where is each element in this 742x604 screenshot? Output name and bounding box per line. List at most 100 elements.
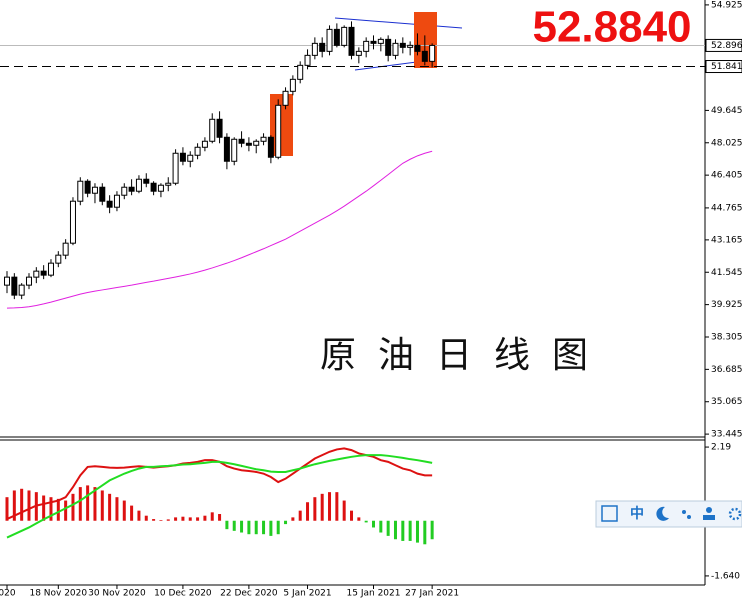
candle-body	[84, 180, 91, 194]
histogram-bar	[306, 502, 310, 521]
toolbar: 中	[595, 500, 742, 528]
histogram-bar	[284, 520, 288, 525]
candle-body	[238, 138, 245, 144]
candle-body	[333, 28, 340, 46]
candle-body	[33, 270, 40, 278]
histogram-bar	[335, 492, 339, 521]
histogram-bar	[350, 510, 354, 521]
histogram-bar	[5, 497, 9, 521]
candle-body	[311, 42, 318, 56]
x-tick-label: 10 Dec 2020	[154, 589, 212, 599]
candle-body	[275, 104, 282, 158]
candle-body	[370, 40, 377, 44]
candle-body	[150, 182, 157, 192]
candle-body	[355, 50, 362, 56]
histogram-bar	[20, 488, 24, 521]
histogram-bar	[320, 493, 324, 521]
histogram-bar	[357, 517, 361, 521]
price-marker: 51.841	[711, 62, 742, 72]
x-tick-label: 30 Nov 2020	[88, 589, 146, 599]
histogram-bar	[415, 520, 419, 543]
histogram-bar	[130, 505, 134, 521]
candle-body	[421, 50, 428, 62]
histogram-bar	[386, 520, 390, 536]
candle-body	[179, 152, 186, 162]
y-tick-label: 2.19	[711, 443, 731, 453]
histogram-bar	[408, 520, 412, 541]
histogram-bar	[276, 520, 280, 535]
candle-body	[11, 276, 18, 296]
x-tick-label: 18 Nov 2020	[29, 589, 87, 599]
histogram-bar	[240, 520, 244, 533]
histogram-bar	[137, 510, 141, 521]
histogram-bar	[262, 520, 266, 535]
candle-body	[40, 270, 47, 276]
histogram-bar	[372, 520, 375, 528]
histogram-bar	[166, 519, 170, 521]
candle-body	[363, 40, 370, 52]
toolbar-icon[interactable]	[601, 505, 618, 522]
y-tick-label: 54.925	[711, 0, 742, 10]
y-tick-label: 33.445	[711, 430, 742, 440]
candle-body	[267, 136, 274, 158]
x-tick-label: 27 Jan 2021	[405, 589, 459, 599]
histogram-bar	[298, 510, 302, 521]
histogram-bar	[269, 520, 273, 536]
histogram-bar	[342, 500, 346, 521]
candle-body	[187, 154, 194, 162]
candle-body	[157, 184, 164, 192]
candle-body	[143, 178, 150, 184]
candle-body	[319, 42, 326, 52]
candle-body	[128, 186, 135, 192]
candle-body	[209, 118, 216, 142]
histogram-bar	[71, 493, 75, 521]
candle-body	[392, 42, 399, 56]
candle-body	[201, 140, 208, 148]
toolbar-icon[interactable]	[687, 515, 691, 519]
histogram-bar	[203, 515, 207, 521]
toolbar-icon[interactable]	[682, 510, 686, 514]
y-tick-label: 38.305	[711, 332, 742, 342]
candle-body	[194, 146, 201, 156]
candle-body	[297, 64, 304, 80]
price-marker-bg	[705, 38, 742, 52]
histogram-bar	[430, 520, 434, 540]
histogram-bar	[12, 490, 16, 521]
toolbar-icon[interactable]	[656, 506, 669, 521]
candle-body	[135, 178, 142, 192]
candle-body	[414, 44, 421, 52]
candle-body	[62, 242, 69, 256]
histogram-bar	[423, 520, 427, 545]
y-tick-label: 41.545	[711, 268, 742, 278]
histogram-bar	[225, 520, 229, 530]
candle-body	[429, 44, 436, 62]
candle-body	[223, 136, 230, 162]
histogram-bar	[93, 487, 97, 521]
candle-body	[172, 152, 179, 184]
toolbar-icon[interactable]	[728, 507, 742, 521]
histogram-bar	[152, 519, 156, 521]
histogram-bar	[181, 516, 185, 521]
histogram-bar	[174, 517, 178, 521]
y-tick-label: 39.925	[711, 300, 742, 310]
price-marker: 52.896	[711, 41, 742, 51]
histogram-bar	[27, 490, 31, 521]
histogram-bar	[122, 500, 126, 521]
histogram-bar	[86, 485, 90, 521]
histogram-bar	[313, 497, 317, 521]
price-marker-bg	[705, 60, 742, 74]
toolbar-icon[interactable]	[706, 507, 712, 513]
y-tick-label: 43.165	[711, 235, 742, 245]
x-tick-label: 22 Dec 2020	[220, 589, 278, 599]
toolbar-lang[interactable]: 中	[630, 505, 644, 522]
histogram-bar	[218, 514, 222, 521]
histogram-bar	[42, 495, 46, 521]
histogram-bar	[144, 515, 148, 521]
triangle-upper	[334, 17, 463, 29]
toolbar-icon[interactable]	[703, 515, 715, 520]
histogram-bar	[196, 517, 200, 521]
x-tick-label: 020	[0, 589, 16, 599]
histogram-bar	[64, 500, 68, 521]
candle-body	[399, 42, 406, 48]
macd-line	[6, 454, 433, 539]
